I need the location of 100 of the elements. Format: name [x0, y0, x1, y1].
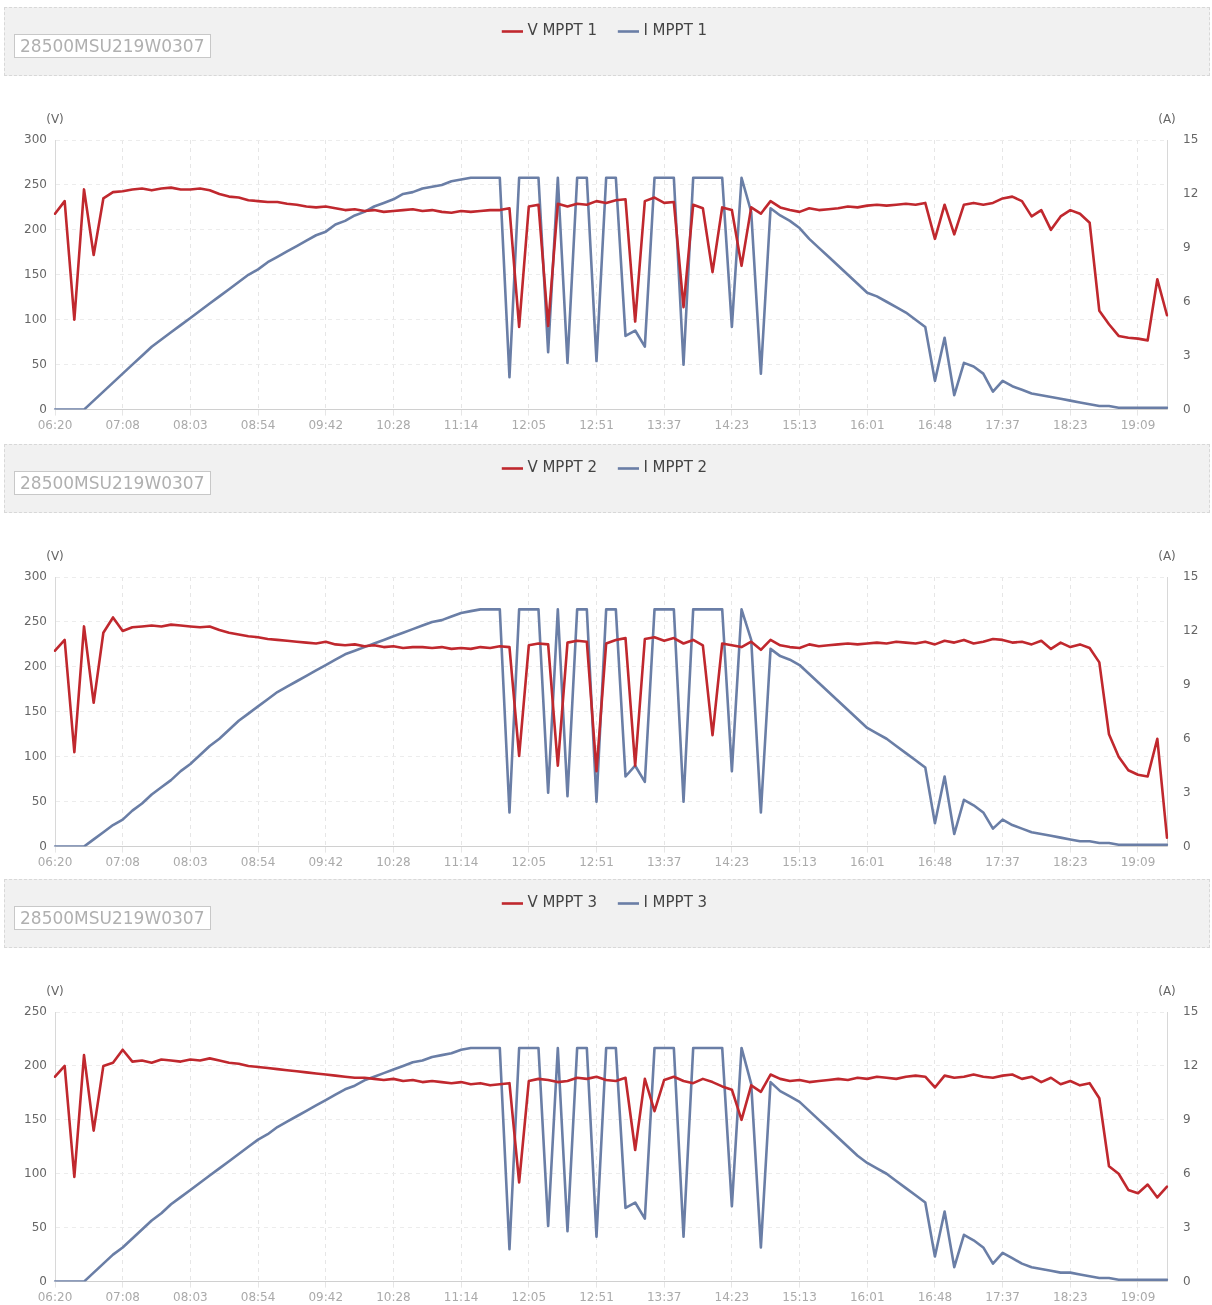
y-tick-label: 250	[24, 614, 47, 629]
y-tick-label: 100	[24, 1165, 47, 1180]
y-tick-label: 250	[24, 177, 47, 192]
y2-tick-label: 6	[1183, 293, 1191, 308]
x-tick-label: 14:23	[714, 1289, 750, 1304]
y2-tick-label: 9	[1183, 1111, 1191, 1126]
legend-label: V MPPT 2	[527, 458, 597, 477]
x-tick-label: 13:37	[646, 1289, 682, 1304]
y2-tick-label: 15	[1183, 132, 1199, 147]
y2-tick-label: 12	[1183, 186, 1199, 201]
x-tick-label: 19:09	[1120, 854, 1156, 869]
y2-tick-label: 6	[1183, 730, 1191, 745]
x-tick-label: 08:03	[173, 854, 208, 869]
y-tick-label: 200	[24, 1058, 47, 1073]
x-tick-label: 11:14	[443, 854, 479, 869]
legend-label: I MPPT 2	[643, 458, 708, 477]
x-tick-label: 09:42	[308, 1289, 344, 1304]
y2-tick-label: 3	[1183, 1219, 1191, 1234]
y-tick-label: 0	[39, 401, 47, 416]
y2-tick-label: 15	[1183, 569, 1199, 584]
y-tick-label: 100	[24, 748, 47, 763]
x-tick-label: 06:20	[37, 417, 73, 432]
x-tick-label: 07:08	[105, 1289, 140, 1304]
y-tick-label: 300	[24, 569, 47, 584]
y2-tick-label: 3	[1183, 347, 1191, 362]
y-axis-title: (V)	[46, 984, 64, 998]
chart-subtitle: 28500MSU219W0307	[14, 906, 211, 930]
x-tick-label: 16:01	[849, 417, 885, 432]
x-tick-label: 18:23	[1053, 1289, 1088, 1304]
legend-label: I MPPT 3	[643, 893, 708, 912]
x-tick-label: 17:37	[985, 417, 1020, 432]
x-tick-label: 09:42	[308, 854, 344, 869]
x-tick-label: 16:48	[917, 854, 953, 869]
x-tick-label: 12:51	[579, 417, 614, 432]
y2-axis-title: (A)	[1158, 112, 1176, 126]
chart-subtitle: 28500MSU219W0307	[14, 34, 211, 58]
x-tick-label: 13:37	[646, 417, 682, 432]
y2-tick-label: 12	[1183, 623, 1199, 638]
x-tick-label: 08:54	[240, 1289, 276, 1304]
x-tick-label: 10:28	[376, 417, 411, 432]
x-tick-label: 06:20	[37, 1289, 73, 1304]
x-tick-label: 08:54	[240, 854, 276, 869]
y2-tick-label: 6	[1183, 1165, 1191, 1180]
x-tick-label: 16:48	[917, 1289, 953, 1304]
y-tick-label: 150	[24, 1111, 47, 1126]
y-tick-label: 200	[24, 658, 47, 673]
x-tick-label: 11:14	[443, 417, 479, 432]
y-tick-label: 150	[24, 703, 47, 718]
chart-subtitle: 28500MSU219W0307	[14, 471, 211, 495]
y-tick-label: 50	[31, 356, 47, 371]
x-tick-label: 18:23	[1053, 417, 1088, 432]
y2-tick-label: 12	[1183, 1058, 1199, 1073]
y-tick-label: 300	[24, 132, 47, 147]
x-tick-label: 08:03	[173, 1289, 208, 1304]
y-tick-label: 200	[24, 221, 47, 236]
y2-tick-label: 0	[1183, 401, 1191, 416]
x-tick-label: 11:14	[443, 1289, 479, 1304]
legend-label: V MPPT 1	[527, 21, 597, 40]
x-tick-label: 07:08	[105, 417, 140, 432]
y-tick-label: 150	[24, 266, 47, 281]
y2-axis-title: (A)	[1158, 984, 1176, 998]
x-tick-label: 17:37	[985, 854, 1020, 869]
x-tick-label: 12:51	[579, 854, 614, 869]
x-tick-label: 16:48	[917, 417, 953, 432]
x-tick-label: 10:28	[376, 1289, 411, 1304]
x-tick-label: 15:13	[782, 854, 817, 869]
x-tick-label: 16:01	[849, 1289, 885, 1304]
x-tick-label: 09:42	[308, 417, 344, 432]
x-tick-label: 14:23	[714, 854, 750, 869]
x-tick-label: 12:51	[579, 1289, 614, 1304]
y-axis-title: (V)	[46, 549, 64, 563]
y2-axis-title: (A)	[1158, 549, 1176, 563]
y2-tick-label: 15	[1183, 1004, 1199, 1019]
x-tick-label: 15:13	[782, 1289, 817, 1304]
x-tick-label: 16:01	[849, 854, 885, 869]
x-tick-label: 15:13	[782, 417, 817, 432]
x-tick-label: 12:05	[511, 417, 547, 432]
x-tick-label: 13:37	[646, 854, 682, 869]
y2-tick-label: 9	[1183, 676, 1191, 691]
legend-label: V MPPT 3	[527, 893, 597, 912]
y-tick-label: 0	[39, 838, 47, 853]
x-tick-label: 19:09	[1120, 1289, 1156, 1304]
y-tick-label: 100	[24, 311, 47, 326]
y-tick-label: 50	[31, 793, 47, 808]
y2-tick-label: 0	[1183, 1273, 1191, 1288]
x-tick-label: 18:23	[1053, 854, 1088, 869]
x-tick-label: 17:37	[985, 1289, 1020, 1304]
x-tick-label: 19:09	[1120, 417, 1156, 432]
x-tick-label: 08:54	[240, 417, 276, 432]
x-tick-label: 12:05	[511, 854, 547, 869]
x-tick-label: 08:03	[173, 417, 208, 432]
y-tick-label: 250	[24, 1004, 47, 1019]
y-axis-title: (V)	[46, 112, 64, 126]
legend-label: I MPPT 1	[643, 21, 708, 40]
y2-tick-label: 9	[1183, 239, 1191, 254]
x-tick-label: 07:08	[105, 854, 140, 869]
x-tick-label: 10:28	[376, 854, 411, 869]
y2-tick-label: 3	[1183, 784, 1191, 799]
y-tick-label: 50	[31, 1219, 47, 1234]
y-tick-label: 0	[39, 1273, 47, 1288]
